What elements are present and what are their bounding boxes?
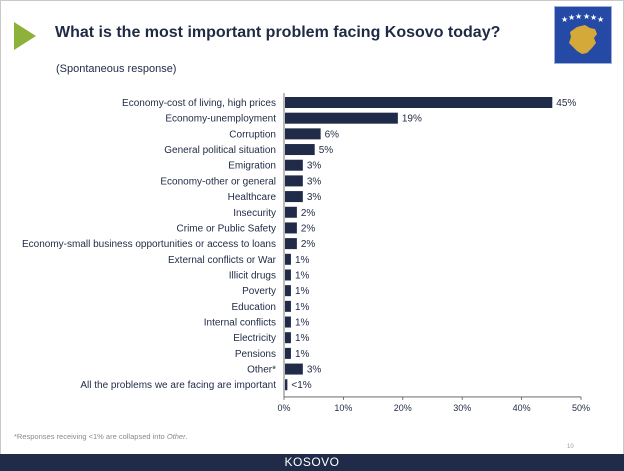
value-label: 1% [295,270,310,281]
bar [285,191,303,203]
value-label: 1% [295,286,310,297]
x-tick-label: 0% [277,403,290,413]
footnote: *Responses receiving <1% are collapsed i… [14,432,188,441]
bar [285,128,321,140]
page-number: 10 [567,444,574,450]
category-label: Electricity [233,333,276,344]
bar [285,253,291,265]
flag-star-icon: ★ [575,12,582,21]
category-label: Insecurity [233,208,276,219]
bar [285,175,303,187]
accent-triangle [14,22,36,50]
category-label: Crime or Public Safety [177,223,276,234]
value-label: 3% [307,176,322,187]
bar [285,300,291,312]
chart-title: What is the most important problem facin… [55,24,501,41]
value-label: 3% [307,365,322,376]
bar [285,363,303,375]
category-label: External conflicts or War [168,255,277,266]
x-tick-label: 40% [513,403,531,413]
category-label: Illicit drugs [229,270,276,281]
category-label: Internal conflicts [204,318,276,329]
footer-bar: KOSOVO [0,454,624,471]
value-label: 1% [295,333,310,344]
value-label: 6% [325,129,340,140]
x-tick-label: 50% [572,403,590,413]
x-tick-label: 10% [334,403,352,413]
value-label: 2% [301,223,316,234]
value-label: 1% [295,349,310,360]
bar [285,159,303,171]
value-label: 3% [307,161,322,172]
bar [285,97,553,108]
bar [285,332,291,344]
category-label: Economy-cost of living, high prices [122,98,276,109]
category-label: Education [232,302,276,313]
bar [285,379,288,391]
footer-country-label: KOSOVO [284,455,340,469]
category-label: Other* [247,365,276,376]
flag-star-icon: ★ [561,15,568,24]
value-label: 2% [301,208,316,219]
bar [285,238,297,250]
value-label: 3% [307,192,322,203]
bar [285,316,291,328]
category-label: Economy-other or general [160,176,276,187]
value-label: 45% [556,98,576,109]
bar [285,269,291,281]
kosovo-flag-graphic: ★ ★ ★ ★ ★ ★ [561,12,604,54]
flag-map-shape [569,25,597,54]
category-label: Economy-unemployment [165,114,276,125]
category-label: Pensions [235,349,276,360]
bar [285,112,398,124]
flag-star-icon: ★ [590,13,597,22]
value-label: <1% [291,380,311,391]
category-label: Economy-small business opportunities or … [22,239,276,250]
bar [285,222,297,234]
bar [285,347,291,359]
x-tick-label: 30% [453,403,471,413]
flag-star-icon: ★ [583,12,590,21]
flag-stars: ★ ★ ★ ★ ★ ★ [561,12,604,24]
flag-star-icon: ★ [568,13,575,22]
flag-star-icon: ★ [597,15,604,24]
value-label: 2% [301,239,316,250]
category-label: Emigration [228,161,276,172]
bar [285,285,291,297]
x-tick-label: 20% [394,403,412,413]
bar [285,144,315,156]
category-label: Corruption [229,129,276,140]
value-label: 1% [295,302,310,313]
chart-subtitle: (Spontaneous response) [56,63,177,75]
value-label: 19% [402,114,422,125]
value-label: 5% [319,145,334,156]
category-label: Healthcare [228,192,277,203]
category-label: General political situation [164,145,276,156]
category-label: Poverty [242,286,276,297]
category-label: All the problems we are facing are impor… [80,380,276,391]
value-label: 1% [295,255,310,266]
bar [285,206,297,218]
value-label: 1% [295,318,310,329]
bar-chart: Economy-cost of living, high prices 45% Ec… [22,93,590,413]
kosovo-flag-icon: ★ ★ ★ ★ ★ ★ [554,6,612,64]
